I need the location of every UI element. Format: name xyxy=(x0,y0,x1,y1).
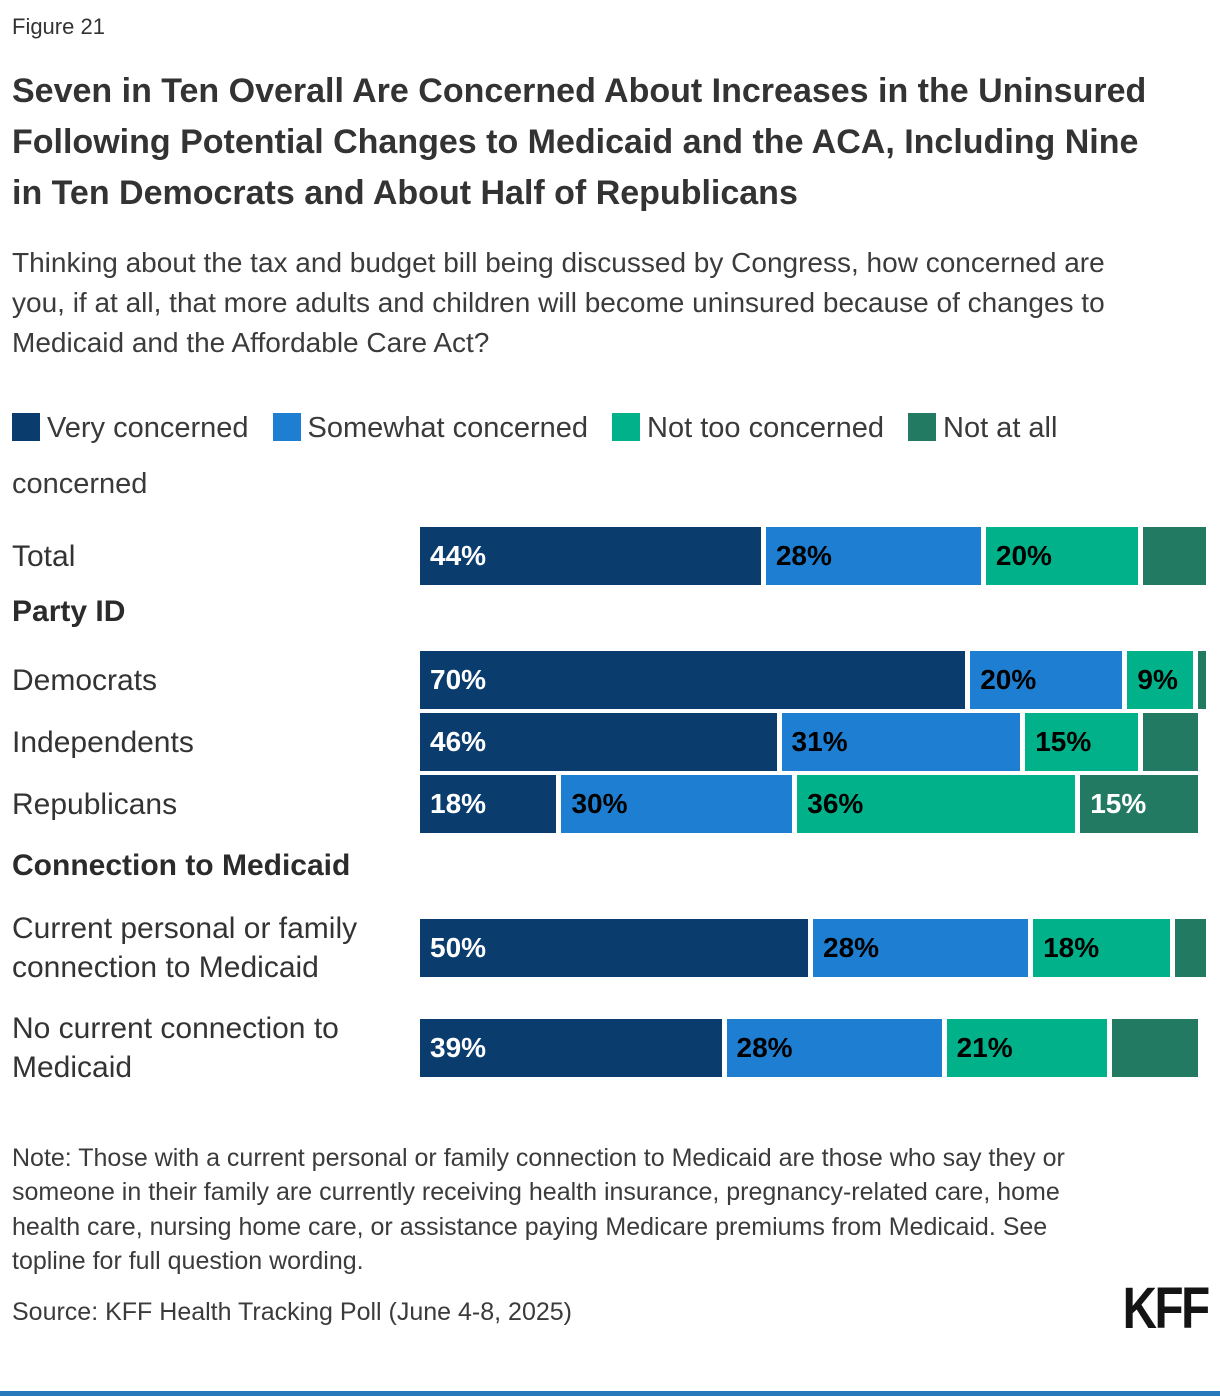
legend-swatch-icon xyxy=(12,413,40,442)
legend-swatch-icon xyxy=(272,413,301,442)
legend-item: Not too concerned xyxy=(612,412,884,444)
segment-value-label: 70% xyxy=(430,664,487,696)
segment-value-label: 28% xyxy=(775,540,832,572)
bar-segment xyxy=(1143,527,1206,586)
legend-item: Somewhat concerned xyxy=(272,412,589,445)
segment-value-label: 44% xyxy=(430,540,487,572)
segment-value-label: 20% xyxy=(980,664,1037,696)
row-label: Independents xyxy=(12,725,194,759)
stacked-bar: 50% 28% 18% xyxy=(420,919,1206,978)
legend-swatch-icon xyxy=(908,413,936,442)
bar-segment: 18% xyxy=(1033,919,1175,978)
row-label: Democrats xyxy=(12,663,158,697)
bar-segment: 28% xyxy=(726,1019,947,1078)
row-label: Current personal or family connection to… xyxy=(12,912,358,985)
legend-label: Not at all concerned xyxy=(12,412,1058,501)
source-text: Source: KFF Health Tracking Poll (June 4… xyxy=(12,1298,572,1327)
bar-segment: 15% xyxy=(1080,775,1199,834)
note-text: Note: Those with a current personal or f… xyxy=(12,1144,1065,1275)
segment-value-label: 18% xyxy=(430,788,487,820)
footer: Source: KFF Health Tracking Poll (June 4… xyxy=(12,1276,1211,1342)
bar-segment xyxy=(1111,1019,1199,1078)
kff-logo: KFF xyxy=(1122,1276,1211,1342)
bar-segment xyxy=(1198,651,1206,710)
row-label: No current connection to Medicaid xyxy=(12,1012,339,1085)
bar-row: Total 44% 28% 20% xyxy=(12,527,1208,586)
row-label: Total xyxy=(12,539,76,573)
bar-segment: 46% xyxy=(420,713,782,772)
bar-segment: 36% xyxy=(797,775,1081,834)
segment-value-label: 28% xyxy=(736,1032,793,1064)
segment-value-label: 20% xyxy=(995,540,1052,572)
bar-segment: 18% xyxy=(420,775,562,834)
segment-value-label: 31% xyxy=(791,726,848,758)
row-label: Republicans xyxy=(12,787,178,821)
bar-segment: 20% xyxy=(970,651,1128,710)
bar-row: No current connection to Medicaid 39% 28% 2… xyxy=(12,1009,1208,1087)
bar-segment: 9% xyxy=(1127,651,1199,710)
bar-segment: 44% xyxy=(420,527,766,586)
segment-value-label: 30% xyxy=(571,788,628,820)
segment-value-label: 9% xyxy=(1137,664,1178,696)
segment-value-label: 46% xyxy=(430,726,487,758)
bar-row: Independents 46% 31% 15% xyxy=(12,713,1208,772)
stacked-bar: 18% 30% 36% 15% xyxy=(420,775,1206,834)
bar-segment: 70% xyxy=(420,651,971,710)
bar-segment xyxy=(1174,919,1206,978)
figure-page: Figure 21 Seven in Ten Overall Are Conce… xyxy=(12,14,1211,1342)
segment-value-label: 39% xyxy=(430,1032,487,1064)
bar-segment: 50% xyxy=(420,919,813,978)
bar-segment: 15% xyxy=(1025,713,1144,772)
legend-item: Very concerned xyxy=(12,412,249,444)
segment-value-label: 50% xyxy=(430,932,487,964)
segment-value-label: 15% xyxy=(1090,788,1147,820)
section-header: Party ID xyxy=(12,595,126,629)
bar-row: Republicans 18% 30% 36% 15% xyxy=(12,775,1208,834)
chart-rows: Total 44% 28% 20% Party ID Democrats 70% 20% 9% I… xyxy=(12,527,1208,1087)
bar-segment: 30% xyxy=(561,775,798,834)
bar-row: Current personal or family connection to… xyxy=(12,909,1208,987)
segment-value-label: 18% xyxy=(1043,932,1100,964)
bar-segment: 28% xyxy=(765,527,986,586)
legend: Very concerned Somewhat concerned Not too … xyxy=(12,401,1172,513)
bar-segment: 21% xyxy=(946,1019,1112,1078)
legend-label: Somewhat concerned xyxy=(307,412,589,445)
stacked-bar: 44% 28% 20% xyxy=(420,527,1206,586)
bar-segment: 28% xyxy=(813,919,1034,978)
segment-value-label: 36% xyxy=(807,788,864,820)
segment-value-label: 15% xyxy=(1035,726,1092,758)
stacked-bar: 39% 28% 21% xyxy=(420,1019,1206,1078)
legend-label: Not too concerned xyxy=(647,412,884,445)
legend-swatch-icon xyxy=(612,413,641,442)
bar-segment: 20% xyxy=(985,527,1144,586)
figure-label: Figure 21 xyxy=(12,14,105,39)
legend-label: Very concerned xyxy=(47,412,249,445)
bar-segment: 39% xyxy=(420,1019,727,1078)
question-text: Thinking about the tax and budget bill b… xyxy=(12,247,1105,359)
bar-segment: 31% xyxy=(781,713,1026,772)
bottom-accent-bar xyxy=(0,1391,1220,1396)
segment-value-label: 21% xyxy=(956,1032,1013,1064)
segment-value-label: 28% xyxy=(823,932,880,964)
stacked-bar: 46% 31% 15% xyxy=(420,713,1206,772)
page-title: Seven in Ten Overall Are Concerned About… xyxy=(12,72,1147,212)
bar-segment xyxy=(1143,713,1199,772)
bar-row: Democrats 70% 20% 9% xyxy=(12,651,1208,710)
stacked-bar: 70% 20% 9% xyxy=(420,651,1206,710)
legend-item: Not at all concerned xyxy=(12,412,1057,500)
section-header: Connection to Medicaid xyxy=(12,849,351,883)
